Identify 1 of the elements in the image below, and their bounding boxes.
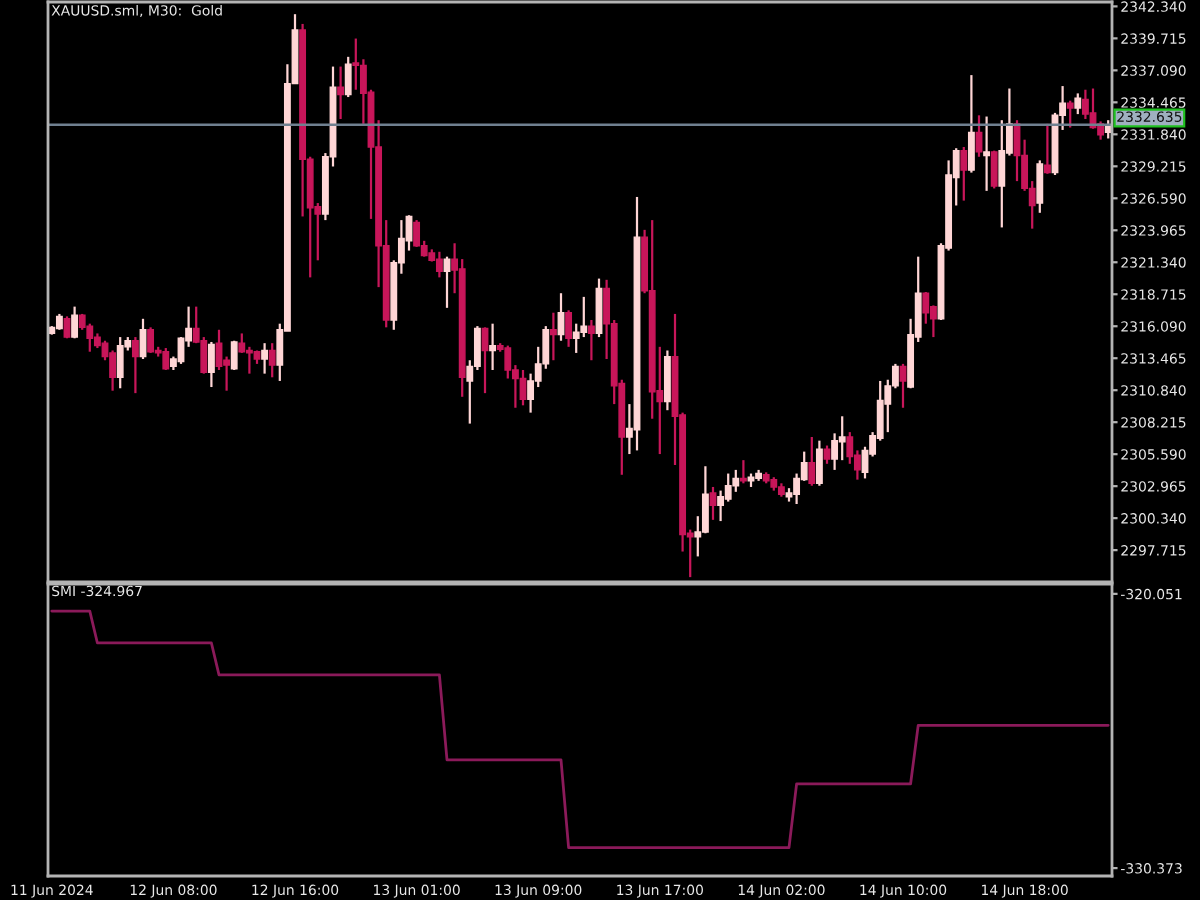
line-series [50, 609, 1110, 849]
